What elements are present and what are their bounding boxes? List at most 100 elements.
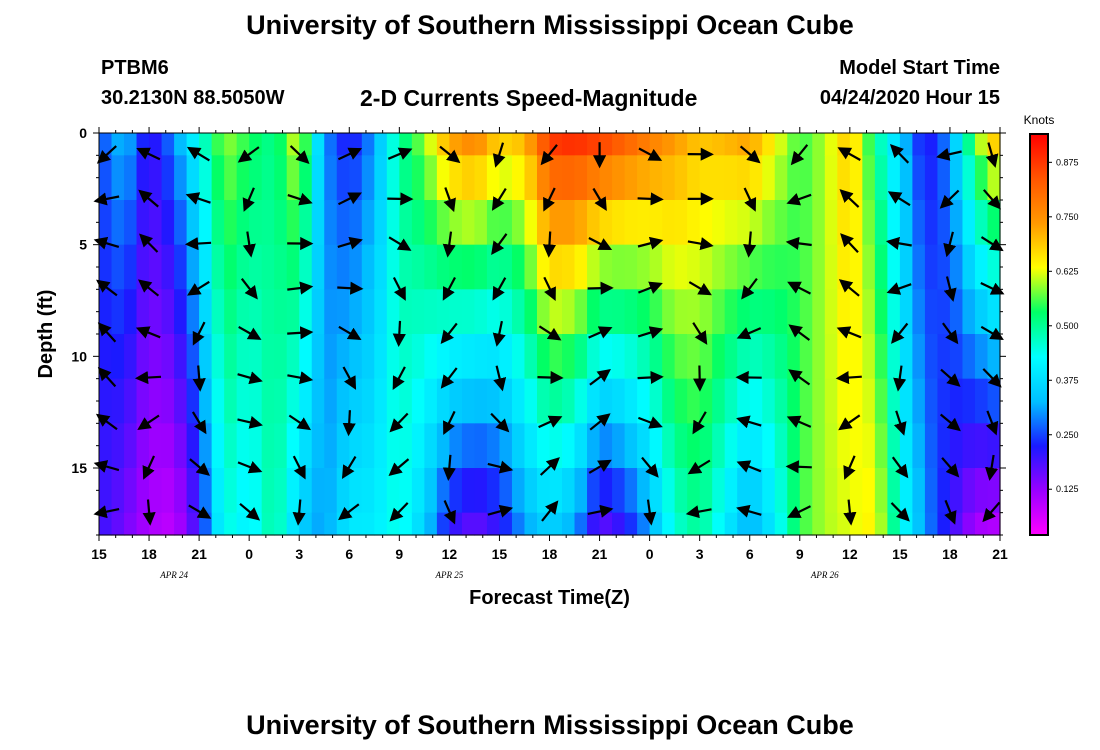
heatmap-cell xyxy=(962,200,975,245)
heatmap-cell xyxy=(775,513,788,536)
y-tick-label: 5 xyxy=(79,237,87,253)
x-tick-label: 12 xyxy=(842,546,858,562)
heatmap-cell xyxy=(437,513,450,536)
heatmap-cell xyxy=(149,289,162,334)
heatmap-cell xyxy=(775,379,788,424)
heatmap-cell xyxy=(199,334,212,379)
heatmap-cell xyxy=(675,334,688,379)
heatmap-cell xyxy=(99,334,112,379)
heatmap-cell xyxy=(512,200,525,245)
heatmap-cell xyxy=(675,289,688,334)
heatmap-cell xyxy=(362,289,375,334)
heatmap-cell xyxy=(687,289,700,334)
current-arrow xyxy=(387,199,411,200)
heatmap-cell xyxy=(712,200,725,245)
heatmap-cell xyxy=(237,334,250,379)
heatmap-cell xyxy=(324,245,337,290)
heatmap-cell xyxy=(337,200,350,245)
heatmap-cell xyxy=(474,245,487,290)
heatmap-cell xyxy=(424,245,437,290)
heatmap-cell xyxy=(262,200,275,245)
heatmap-cell xyxy=(124,379,137,424)
heatmap-cell xyxy=(537,334,550,379)
heatmap-cell xyxy=(224,245,237,290)
x-tick-label: 15 xyxy=(91,546,107,562)
y-tick-label: 15 xyxy=(71,460,87,476)
heatmap-cell xyxy=(387,289,400,334)
heatmap-cell xyxy=(562,513,575,536)
heatmap-cell xyxy=(212,379,225,424)
heatmap-cell xyxy=(625,245,638,290)
x-tick-label: 21 xyxy=(191,546,207,562)
heatmap-cell xyxy=(737,379,750,424)
heatmap-cell xyxy=(762,133,775,156)
heatmap-cell xyxy=(725,133,738,156)
heatmap-cell xyxy=(725,468,738,513)
heatmap-cell xyxy=(237,513,250,536)
heatmap-cell xyxy=(637,334,650,379)
heatmap-cell xyxy=(762,155,775,200)
heatmap-cell xyxy=(224,334,237,379)
heatmap-cell xyxy=(399,468,412,513)
heatmap-cell xyxy=(750,423,763,468)
heatmap-cell xyxy=(925,200,938,245)
heatmap-cell xyxy=(575,133,588,156)
heatmap-cell xyxy=(700,245,713,290)
heatmap-cell xyxy=(212,423,225,468)
heatmap-cell xyxy=(174,334,187,379)
heatmap-cell xyxy=(399,155,412,200)
heatmap-cell xyxy=(962,245,975,290)
heatmap-cell xyxy=(575,379,588,424)
heatmap-cell xyxy=(312,423,325,468)
heatmap-cell xyxy=(612,379,625,424)
heatmap-cell xyxy=(362,423,375,468)
heatmap-cell xyxy=(212,289,225,334)
heatmap-cell xyxy=(912,334,925,379)
heatmap-cell xyxy=(750,334,763,379)
heatmap-cell xyxy=(124,155,137,200)
heatmap-cell xyxy=(875,133,888,156)
heatmap-cell xyxy=(162,245,175,290)
heatmap-cell xyxy=(575,245,588,290)
heatmap-cell xyxy=(850,334,863,379)
heatmap-cell xyxy=(800,245,813,290)
heatmap-cell xyxy=(562,200,575,245)
heatmap-cell xyxy=(550,379,563,424)
heatmap-cell xyxy=(625,468,638,513)
heatmap-cell xyxy=(700,334,713,379)
heatmap-cell xyxy=(987,334,1000,379)
heatmap-cell xyxy=(474,513,487,536)
heatmap-cell xyxy=(787,423,800,468)
heatmap-cell xyxy=(675,200,688,245)
heatmap-cell xyxy=(637,423,650,468)
heatmap-cell xyxy=(187,379,200,424)
heatmap-cell xyxy=(812,334,825,379)
heatmap-cell xyxy=(775,289,788,334)
heatmap-cell xyxy=(700,513,713,536)
heatmap-cell xyxy=(487,468,500,513)
heatmap-cell xyxy=(862,334,875,379)
heatmap-cell xyxy=(775,200,788,245)
current-arrow xyxy=(187,243,211,244)
heatmap-cell xyxy=(575,200,588,245)
heatmap-cell xyxy=(162,423,175,468)
heatmap-cell xyxy=(274,334,287,379)
heatmap-cell xyxy=(862,133,875,156)
heatmap-cell xyxy=(174,468,187,513)
heatmap-cell xyxy=(862,513,875,536)
heatmap-cell xyxy=(312,200,325,245)
y-tick-label: 10 xyxy=(71,348,87,364)
heatmap-cell xyxy=(224,513,237,536)
heatmap-cell xyxy=(750,133,763,156)
heatmap-cell xyxy=(462,379,475,424)
heatmap-cell xyxy=(650,155,663,200)
current-arrow xyxy=(699,366,700,390)
heatmap-cell xyxy=(212,513,225,536)
heatmap-cell xyxy=(837,423,850,468)
heatmap-cell xyxy=(825,245,838,290)
x-tick-label: 12 xyxy=(442,546,458,562)
heatmap-cell xyxy=(550,334,563,379)
heatmap-cell xyxy=(162,289,175,334)
heatmap-cell xyxy=(362,468,375,513)
heatmap-cell xyxy=(399,245,412,290)
